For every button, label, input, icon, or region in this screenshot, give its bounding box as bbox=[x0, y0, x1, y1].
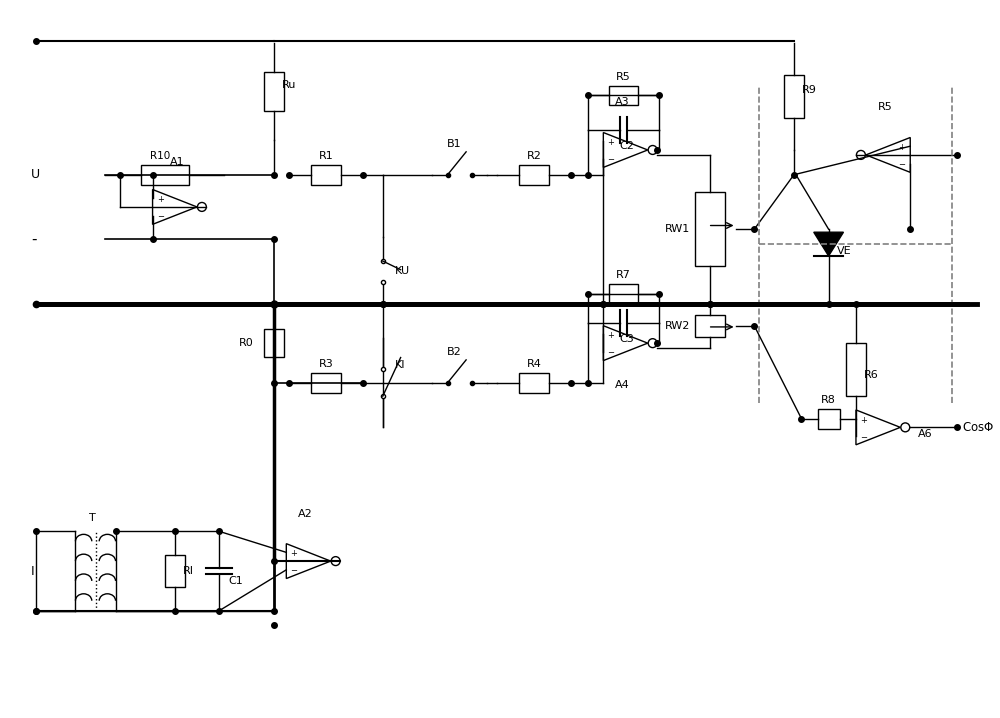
Text: T: T bbox=[89, 513, 96, 523]
Bar bbox=[519, 373, 549, 393]
Bar bbox=[141, 165, 189, 185]
Text: $-$: $-$ bbox=[898, 158, 906, 167]
Text: $-$: $-$ bbox=[860, 431, 868, 439]
Text: $-$: $-$ bbox=[607, 347, 615, 355]
Text: A1: A1 bbox=[169, 157, 184, 167]
Text: B1: B1 bbox=[447, 139, 462, 149]
Text: $+$: $+$ bbox=[290, 549, 298, 559]
Text: C1: C1 bbox=[228, 576, 243, 586]
Text: C2: C2 bbox=[619, 141, 634, 151]
Text: R7: R7 bbox=[616, 270, 631, 280]
Text: A6: A6 bbox=[918, 429, 932, 439]
Text: R2: R2 bbox=[526, 151, 541, 161]
Bar bbox=[264, 72, 284, 111]
Text: RW1: RW1 bbox=[665, 224, 690, 234]
Text: KI: KI bbox=[395, 360, 405, 370]
Text: KU: KU bbox=[395, 266, 410, 276]
Text: $-$: $-$ bbox=[607, 154, 615, 162]
Bar bbox=[695, 314, 725, 337]
Text: A3: A3 bbox=[615, 98, 630, 108]
Text: R1: R1 bbox=[318, 151, 333, 161]
Bar bbox=[609, 284, 638, 304]
Bar bbox=[519, 165, 549, 185]
Text: R4: R4 bbox=[526, 359, 541, 369]
Text: A2: A2 bbox=[298, 508, 313, 518]
Polygon shape bbox=[814, 232, 843, 256]
Text: B2: B2 bbox=[447, 347, 462, 357]
Text: R3: R3 bbox=[318, 359, 333, 369]
Text: $+$: $+$ bbox=[157, 194, 165, 204]
Text: RI: RI bbox=[183, 566, 194, 576]
Text: R5: R5 bbox=[878, 103, 892, 112]
Bar bbox=[818, 409, 840, 429]
Text: Ru: Ru bbox=[282, 80, 296, 90]
Bar bbox=[695, 192, 725, 266]
Bar bbox=[609, 85, 638, 106]
Text: U: U bbox=[31, 168, 40, 181]
Bar bbox=[311, 373, 341, 393]
Text: R6: R6 bbox=[864, 370, 879, 381]
Text: C3: C3 bbox=[619, 334, 634, 344]
Text: $+$: $+$ bbox=[607, 330, 615, 340]
Bar bbox=[264, 330, 284, 357]
Text: $+$: $+$ bbox=[860, 414, 868, 424]
Text: VE: VE bbox=[837, 246, 851, 256]
Text: I: I bbox=[31, 564, 35, 577]
Bar bbox=[311, 165, 341, 185]
Text: R10: R10 bbox=[150, 151, 170, 161]
Text: -: - bbox=[31, 232, 37, 246]
Text: $-$: $-$ bbox=[157, 210, 165, 219]
Text: RW2: RW2 bbox=[665, 321, 691, 331]
Bar bbox=[846, 343, 866, 396]
Text: R5: R5 bbox=[616, 72, 631, 82]
Text: A4: A4 bbox=[615, 380, 630, 390]
Text: $+$: $+$ bbox=[607, 137, 615, 147]
Text: $+$: $+$ bbox=[898, 142, 906, 152]
Text: R8: R8 bbox=[821, 395, 836, 405]
Text: R0: R0 bbox=[239, 338, 254, 348]
Bar bbox=[165, 555, 185, 587]
Text: R9: R9 bbox=[802, 85, 817, 95]
Text: Cos$\Phi$: Cos$\Phi$ bbox=[962, 421, 994, 434]
Bar bbox=[784, 75, 804, 118]
Text: $-$: $-$ bbox=[290, 564, 298, 574]
